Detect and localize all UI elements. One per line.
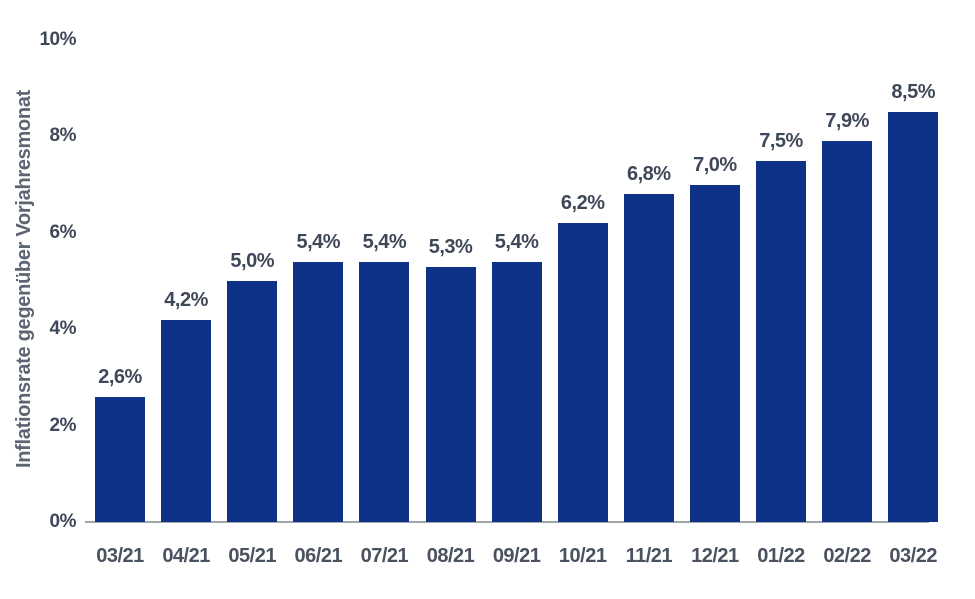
x-tick-label: 01/22 xyxy=(757,545,805,567)
bar-value-label: 6,8% xyxy=(627,163,671,186)
bar-value-label: 5,0% xyxy=(230,250,274,272)
bar-value-label: 5,4% xyxy=(494,230,539,253)
bar-value-label: 8,5% xyxy=(891,81,935,104)
bar-value-label: 2,6% xyxy=(98,365,142,388)
x-tick-label: 06/21 xyxy=(294,545,343,567)
bar xyxy=(822,141,873,522)
x-tick-label: 08/21 xyxy=(426,545,475,567)
x-tick-label: 02/22 xyxy=(823,545,871,567)
bar xyxy=(557,223,608,522)
bar-value-label: 5,4% xyxy=(296,230,341,253)
x-tick-label: 05/21 xyxy=(228,545,276,567)
bar xyxy=(425,266,476,522)
x-tick-label: 12/21 xyxy=(691,545,739,567)
x-tick-label: 03/21 xyxy=(96,545,144,567)
bar-value-label: 7,5% xyxy=(759,129,803,152)
bar xyxy=(689,184,740,522)
x-tick-label: 04/21 xyxy=(162,545,210,567)
x-tick-label: 10/21 xyxy=(558,545,607,567)
bar xyxy=(95,396,145,522)
bar xyxy=(293,261,344,522)
x-tick-label: 11/21 xyxy=(625,545,673,567)
y-tick-label: 2% xyxy=(49,414,77,436)
y-tick-label: 4% xyxy=(49,318,77,340)
bar xyxy=(227,281,278,522)
bar xyxy=(359,261,410,522)
y-tick-label: 6% xyxy=(49,221,77,243)
x-axis-line xyxy=(85,521,929,523)
bar xyxy=(756,160,806,522)
bar-value-label: 5,4% xyxy=(362,230,407,253)
x-tick-label: 03/22 xyxy=(889,545,937,567)
bar xyxy=(623,194,674,522)
bar xyxy=(161,319,212,522)
bar-value-label: 6,2% xyxy=(560,192,605,215)
y-tick-label: 8% xyxy=(49,125,77,147)
bar-value-label: 5,3% xyxy=(428,235,473,258)
y-tick-label: 10% xyxy=(39,29,76,50)
y-tick-label: 0% xyxy=(49,511,77,532)
x-tick-label: 09/21 xyxy=(492,545,541,567)
x-tick-label: 07/21 xyxy=(360,545,409,567)
bar xyxy=(888,112,939,522)
bar-value-label: 7,0% xyxy=(693,153,737,176)
bar-value-label: 4,2% xyxy=(164,288,208,311)
bar-value-label: 7,9% xyxy=(825,110,869,133)
bar xyxy=(491,261,542,522)
